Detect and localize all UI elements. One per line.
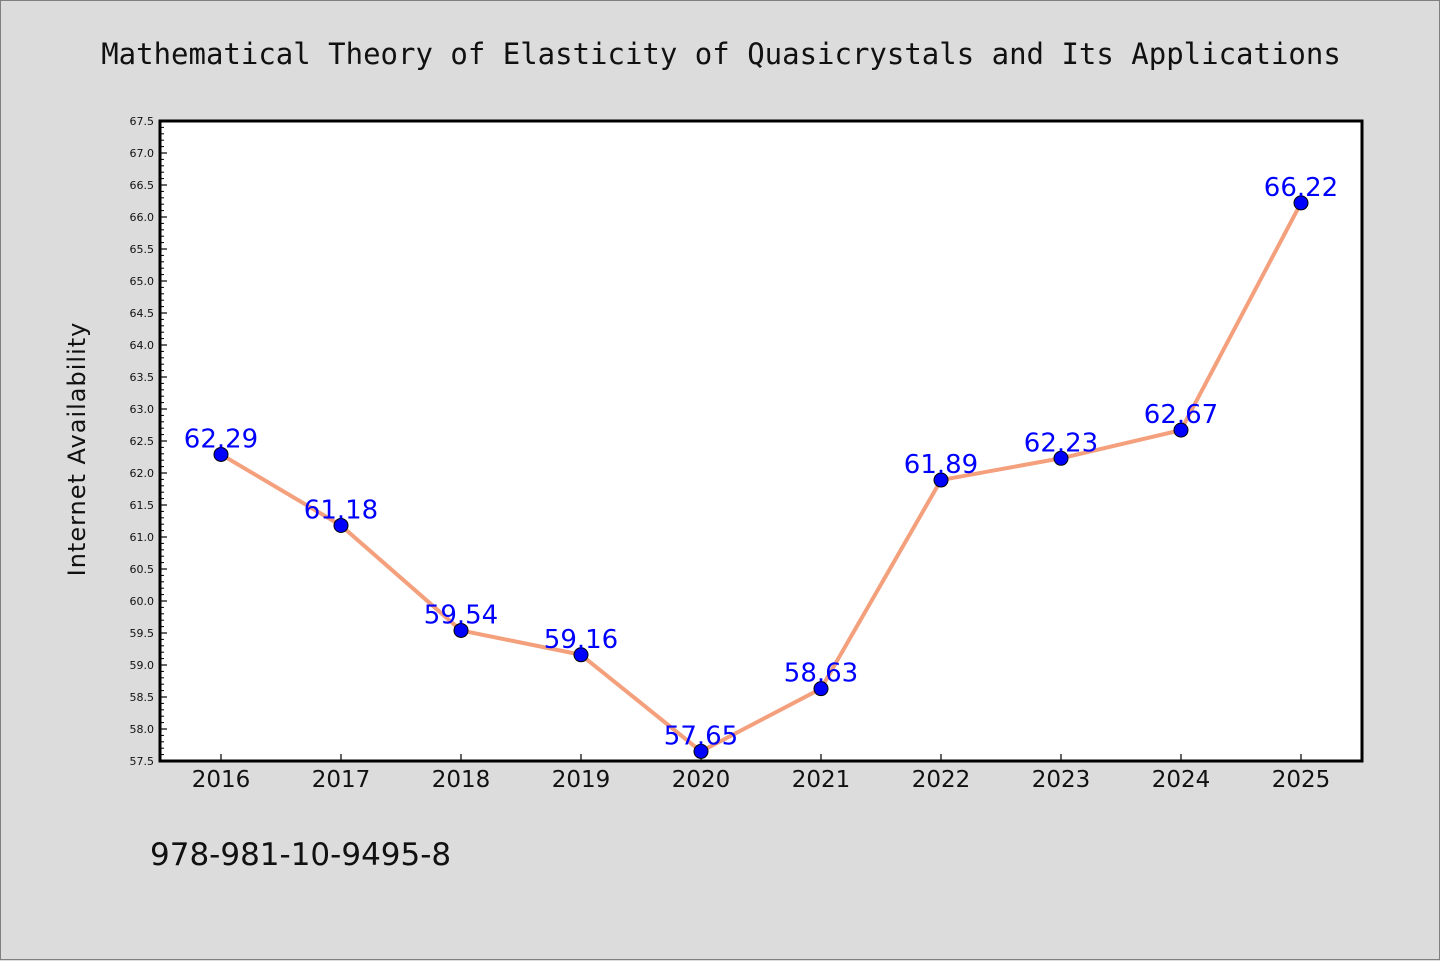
y-tick-label: 59.5 (130, 627, 155, 640)
series-line (219, 200, 1303, 754)
x-axis: 2016 2017 2018 2019 2020 2021 2022 2023 2024 2025 (192, 754, 1331, 793)
data-point (213, 446, 229, 462)
y-tick-label: 65.0 (130, 275, 155, 288)
y-tick-label: 58.0 (130, 723, 155, 736)
y-tick-label: 66.0 (130, 211, 155, 224)
y-tick-label: 57.5 (130, 755, 155, 768)
data-label: 62.23 (1024, 428, 1098, 458)
data-label: 59.54 (424, 600, 498, 630)
data-label: 66.22 (1264, 173, 1338, 203)
x-tick-label: 2019 (552, 767, 611, 793)
data-point (933, 472, 949, 488)
y-tick-label: 61.5 (130, 499, 155, 512)
data-label: 61.18 (304, 495, 378, 525)
data-label: 58.63 (784, 659, 858, 689)
x-tick-label: 2022 (912, 767, 971, 793)
y-tick-label: 67.0 (130, 147, 155, 160)
y-tick-label: 61.0 (130, 531, 155, 544)
y-tick-label: 58.5 (130, 691, 155, 704)
y-tick-label: 62.5 (130, 435, 155, 448)
data-point (453, 622, 469, 638)
series-layer: 62.29 61.18 59.54 59.16 57.65 58.63 61.89 62.23… (184, 173, 1338, 759)
data-point (1293, 195, 1309, 211)
data-label: 57.65 (664, 721, 738, 751)
x-tick-label: 2020 (672, 767, 731, 793)
data-point (573, 647, 589, 663)
x-tick-label: 2018 (432, 767, 491, 793)
y-tick-label: 65.5 (130, 243, 155, 256)
x-tick-label: 2024 (1152, 767, 1211, 793)
y-tick-label: 63.5 (130, 371, 155, 384)
data-label: 59.16 (544, 625, 618, 655)
x-tick-label: 2025 (1272, 767, 1331, 793)
x-tick-label: 2021 (792, 767, 851, 793)
chart-title: Mathematical Theory of Elasticity of Qua… (101, 37, 1341, 71)
y-tick-label: 66.5 (130, 179, 155, 192)
y-tick-label: 60.0 (130, 595, 155, 608)
y-tick-label: 59.0 (130, 659, 155, 672)
y-tick-label: 67.5 (130, 115, 155, 128)
x-tick-label: 2017 (312, 767, 371, 793)
data-point (1053, 450, 1069, 466)
y-tick-label: 64.5 (130, 307, 155, 320)
data-point (333, 517, 349, 533)
x-tick-label: 2016 (192, 767, 251, 793)
data-label: 62.29 (184, 424, 258, 454)
y-tick-label: 63.0 (130, 403, 155, 416)
y-axis: 57.5 58.0 58.5 59.0 59.5 60.0 60.5 61.0 61.5 62.0… (130, 115, 167, 768)
plot-area (158, 119, 1364, 763)
y-tick-label: 64.0 (130, 339, 155, 352)
y-tick-label: 62.0 (130, 467, 155, 480)
data-point (1173, 422, 1189, 438)
data-point (813, 681, 829, 697)
y-axis-label: Internet Availability (63, 322, 91, 577)
data-label: 62.67 (1144, 400, 1218, 430)
data-point (693, 743, 709, 759)
x-tick-label: 2023 (1032, 767, 1091, 793)
data-label: 61.89 (904, 450, 978, 480)
isbn-label: 978-981-10-9495-8 (150, 837, 451, 873)
y-tick-label: 60.5 (130, 563, 155, 576)
